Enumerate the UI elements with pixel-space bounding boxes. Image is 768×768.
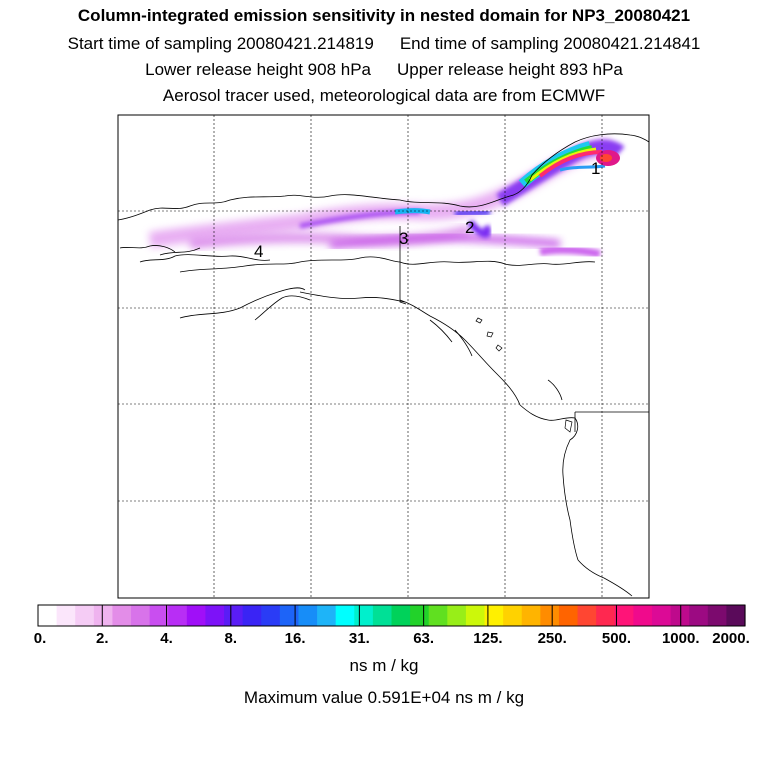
colorbar-cell [484,605,504,626]
tick-label: 250. [537,630,567,647]
colorbar-cell [224,605,244,626]
colorbar-cell [112,605,132,626]
colorbar-cell [410,605,430,626]
colorbar-cell [726,605,746,626]
colorbar-cell [503,605,523,626]
maximum-value: Maximum value 0.591E+04 ns m / kg [243,688,525,707]
colorbar-cell [465,605,486,626]
tick-label: 1000. [661,630,700,647]
colorbar-cell [38,605,58,626]
tick-label: 4. [160,630,173,647]
colorbar-cell [596,605,616,626]
start-time-label: Start time of sampling 20080421.214819 [67,34,374,53]
tracer-note: Aerosol tracer used, meteorological data… [162,86,606,105]
marker-4: 4 [254,242,263,261]
colorbar-cell [372,605,393,626]
colorbar-frame [37,604,746,627]
colorbar-cell [93,605,114,626]
graticule [118,115,649,598]
colorbar-cell [428,605,448,626]
colorbar-cell [651,605,672,626]
colorbar-cell [391,605,411,626]
colorbar-cell [186,605,207,626]
colorbar-cell [707,605,727,626]
colorbar-cell [131,605,151,626]
marker-3: 3 [399,229,408,248]
map-frame [117,114,650,599]
colorbar-cell [56,605,76,626]
colorbar-cell [242,605,262,626]
marker-2: 2 [465,218,474,237]
colorbar-cell [354,605,374,626]
colorbar-cell [577,605,597,626]
tick-label: 31. [348,630,370,647]
colorbar-cell [317,605,337,626]
colorbar-cell [540,605,560,626]
tick-label: 8. [224,630,238,647]
end-time-label: End time of sampling 20080421.214841 [399,34,701,53]
tick-label: 63. [413,630,435,647]
colorbar-cell [614,605,634,626]
colorbar-cell [633,605,653,626]
tick-label: 500. [601,630,632,647]
colorbar-cell [335,605,355,626]
colorbar-cell [261,605,281,626]
colorbar-cell [558,605,579,626]
colorbar-cell [670,605,690,626]
lower-release-label: Lower release height 908 hPa [145,60,371,79]
sensitivity-plume [148,138,625,258]
tick-label: 125. [473,630,503,647]
tick-label: 2000. [712,630,750,647]
plot-title: Column-integrated emission sensitivity i… [77,6,691,25]
colorbar-cell [298,605,318,626]
colorbar-cell [689,605,709,626]
colorbar-cell [168,605,188,626]
colorbar-cell [447,605,467,626]
tick-label: 2. [96,630,109,647]
colorbar-cell [149,605,169,626]
sampling-times: Start time of sampling 20080421.214819 En… [0,34,768,54]
colorbar-cell [75,605,95,626]
marker-1: 1 [591,159,600,178]
upper-release-label: Upper release height 893 hPa [397,60,623,79]
colorbar-cell [279,605,300,626]
tick-label: 16. [284,630,306,647]
colorbar-unit: ns m / kg [349,656,419,675]
colorbar-cell [521,605,541,626]
borders [399,226,649,432]
coastlines [118,133,649,597]
tick-label: 0. [33,630,47,647]
islands [475,317,573,433]
release-heights: Lower release height 908 hPa Upper releas… [0,60,768,80]
colorbar-cell [205,605,225,626]
